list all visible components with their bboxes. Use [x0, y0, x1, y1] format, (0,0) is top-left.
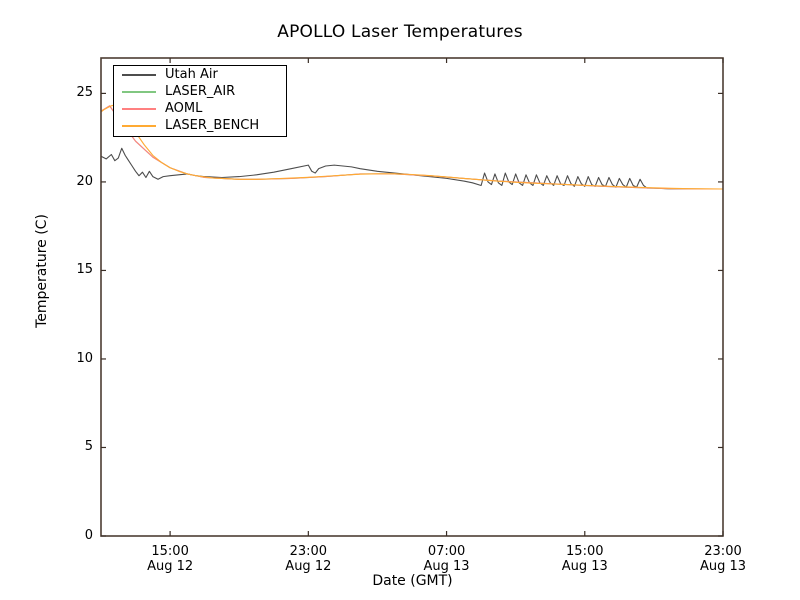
x-tick-date: Aug 12 [285, 559, 332, 574]
y-tick-label: 15 [76, 262, 93, 278]
y-tick-label: 20 [76, 173, 93, 189]
chart-title: APOLLO Laser Temperatures [277, 22, 523, 42]
x-tick-label: 15:00 Aug 12 [125, 544, 215, 574]
legend-label: Utah Air [165, 67, 218, 82]
x-tick-time: 15:00 [151, 544, 189, 559]
legend-item-utah-air: Utah Air [114, 66, 286, 83]
legend-item-laser-air: LASER_AIR [114, 83, 286, 100]
legend-swatch-line-icon [122, 124, 156, 127]
y-tick-label: 10 [76, 350, 93, 366]
x-tick-label: 23:00 Aug 12 [263, 544, 353, 574]
legend-swatch-line-icon [122, 90, 156, 93]
x-tick-time: 23:00 [704, 544, 742, 559]
x-tick-date: Aug 13 [561, 559, 608, 574]
x-tick-label: 23:00 Aug 13 [678, 544, 768, 574]
x-tick-time: 23:00 [289, 544, 328, 559]
y-axis-label: Temperature (C) [34, 214, 50, 328]
y-tick-label: 25 [76, 85, 93, 101]
x-tick-label: 15:00 Aug 13 [540, 544, 630, 574]
legend-swatch-line-icon [122, 73, 156, 76]
y-tick-label: 5 [84, 439, 93, 455]
legend-label: LASER_BENCH [165, 118, 260, 133]
y-tick-label: 0 [84, 528, 93, 543]
series-line-utah-air [101, 147, 723, 190]
x-tick-date: Aug 12 [147, 559, 194, 574]
x-tick-label: 07:00 Aug 13 [402, 544, 492, 574]
legend-label: LASER_AIR [165, 84, 236, 99]
x-tick-time: 07:00 [427, 544, 466, 559]
x-tick-date: Aug 13 [423, 559, 470, 574]
x-tick-time: 15:00 [566, 544, 604, 559]
legend-swatch-line-icon [122, 107, 156, 110]
legend-item-aoml: AOML [114, 100, 286, 117]
x-axis-label: Date (GMT) [372, 573, 453, 589]
plot-frame [100, 57, 724, 537]
legend-label: AOML [165, 101, 203, 116]
legend-item-laser-bench: LASER_BENCH [114, 117, 286, 134]
x-tick-date: Aug 13 [699, 559, 747, 574]
chart-legend: Utah Air LASER_AIR AOML LASER_BENCH [113, 65, 287, 137]
